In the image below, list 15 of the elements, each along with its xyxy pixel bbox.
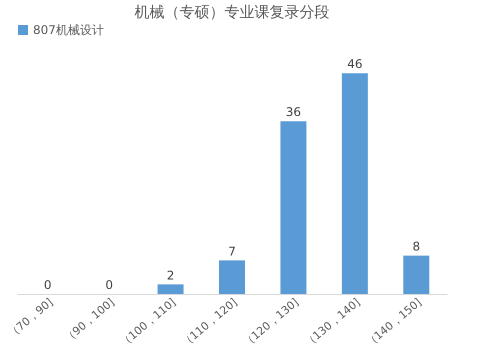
data-label: 8 (412, 240, 420, 254)
bar (219, 260, 245, 294)
data-label: 0 (44, 278, 52, 292)
data-label: 46 (347, 57, 362, 72)
data-label: 36 (286, 105, 302, 120)
x-tick-label: （70，90] (5, 296, 56, 341)
bar (280, 121, 306, 294)
legend-label: 807机械设计 (33, 23, 104, 37)
data-label: 7 (228, 244, 236, 258)
chart-title: 机械（专硕）专业课复录分段 (134, 3, 330, 21)
bar (403, 256, 430, 294)
data-label: 2 (166, 268, 174, 282)
bar (342, 73, 368, 294)
data-label: 0 (105, 278, 113, 292)
bar (158, 284, 184, 294)
